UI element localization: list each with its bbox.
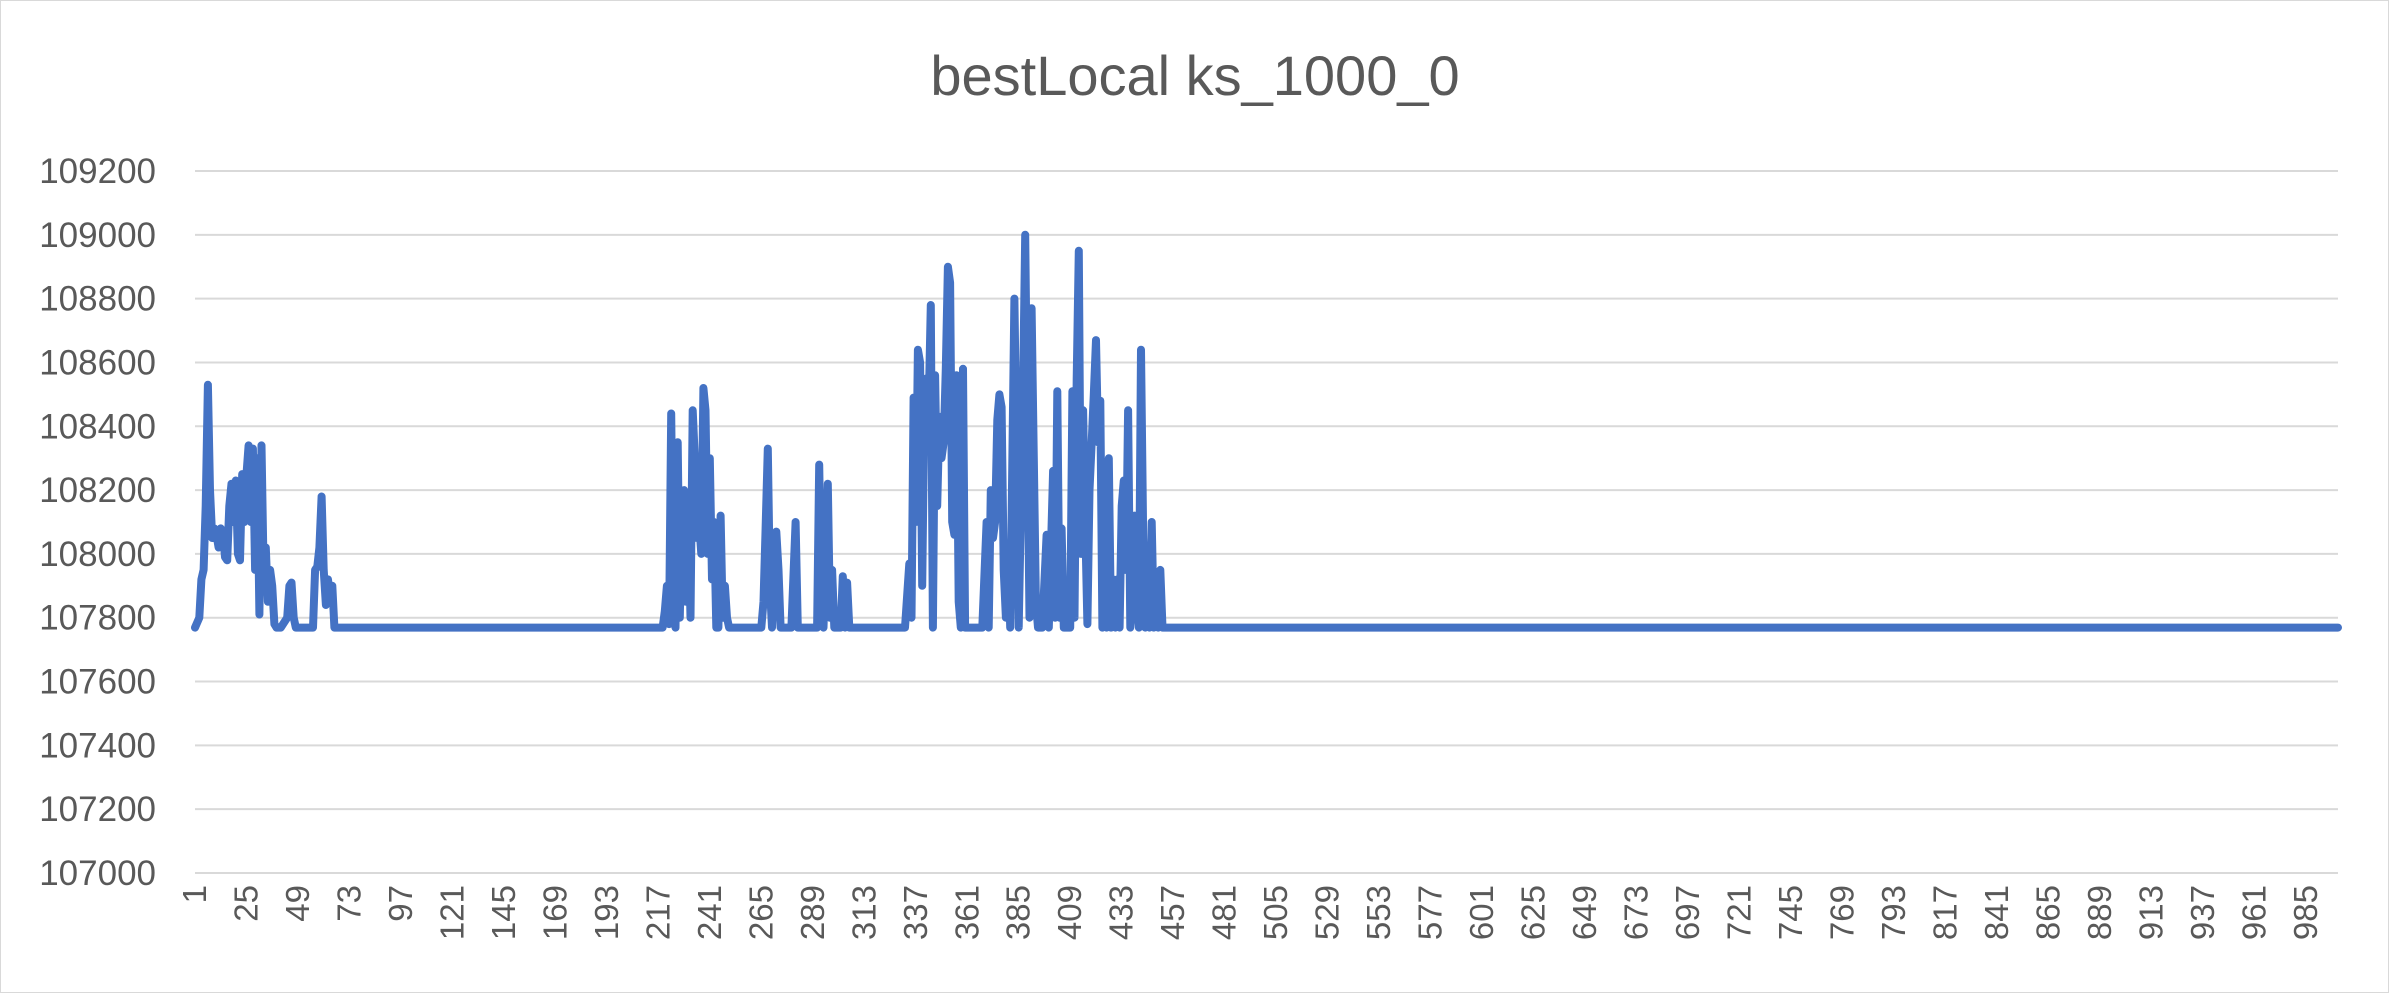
x-tick-label: 433 bbox=[1103, 885, 1140, 940]
x-tick-label: 625 bbox=[1515, 885, 1552, 940]
x-tick-label: 409 bbox=[1051, 885, 1088, 940]
x-tick-label: 721 bbox=[1721, 885, 1758, 940]
x-tick-label: 97 bbox=[382, 885, 419, 922]
chart-title: bestLocal ks_1000_0 bbox=[930, 44, 1459, 107]
x-tick-label: 217 bbox=[639, 885, 676, 940]
gridlines bbox=[195, 170, 2338, 874]
x-tick-label: 601 bbox=[1463, 885, 1500, 940]
x-tick-label: 73 bbox=[330, 885, 367, 922]
x-tick-label: 529 bbox=[1309, 885, 1346, 940]
x-tick-label: 457 bbox=[1154, 885, 1191, 940]
x-tick-label: 25 bbox=[227, 885, 264, 922]
x-tick-label: 505 bbox=[1257, 885, 1294, 940]
series-line bbox=[191, 230, 2342, 632]
x-tick-label: 361 bbox=[948, 885, 985, 940]
y-tick-label: 108600 bbox=[39, 343, 156, 382]
x-tick-label: 553 bbox=[1360, 885, 1397, 940]
x-tick-label: 889 bbox=[2081, 885, 2118, 940]
x-tick-label: 649 bbox=[1566, 885, 1603, 940]
x-tick-label: 697 bbox=[1669, 885, 1706, 940]
x-tick-label: 49 bbox=[279, 885, 316, 922]
series-group bbox=[191, 230, 2342, 632]
x-tick-label: 985 bbox=[2287, 885, 2324, 940]
x-tick-label: 961 bbox=[2235, 885, 2272, 940]
x-tick-label: 145 bbox=[485, 885, 522, 940]
x-tick-label: 313 bbox=[845, 885, 882, 940]
y-tick-label: 107000 bbox=[39, 854, 156, 893]
x-tick-label: 121 bbox=[433, 885, 470, 940]
x-tick-label: 169 bbox=[536, 885, 573, 940]
y-tick-label: 108000 bbox=[39, 535, 156, 574]
x-tick-label: 865 bbox=[2029, 885, 2066, 940]
x-tick-label: 793 bbox=[1875, 885, 1912, 940]
x-tick-label: 481 bbox=[1206, 885, 1243, 940]
x-tick-label: 193 bbox=[588, 885, 625, 940]
x-tick-label: 1 bbox=[176, 885, 213, 903]
y-tick-label: 108800 bbox=[39, 280, 156, 319]
y-tick-label: 109200 bbox=[39, 152, 156, 191]
x-tick-label: 937 bbox=[2184, 885, 2221, 940]
y-tick-label: 107400 bbox=[39, 726, 156, 765]
x-tick-label: 241 bbox=[691, 885, 728, 940]
y-tick-label: 107800 bbox=[39, 599, 156, 638]
x-tick-label: 385 bbox=[1000, 885, 1037, 940]
x-tick-label: 769 bbox=[1823, 885, 1860, 940]
y-tick-label: 107200 bbox=[39, 790, 156, 829]
y-tick-label: 107600 bbox=[39, 663, 156, 702]
y-axis-ticks: 107000 107200 107400 107600 107800 108000 1082… bbox=[39, 152, 156, 893]
x-tick-label: 913 bbox=[2132, 885, 2169, 940]
y-tick-label: 108400 bbox=[39, 407, 156, 446]
y-tick-label: 109000 bbox=[39, 216, 156, 255]
x-tick-label: 337 bbox=[897, 885, 934, 940]
x-tick-label: 577 bbox=[1412, 885, 1449, 940]
y-tick-label: 108200 bbox=[39, 471, 156, 510]
x-tick-label: 745 bbox=[1772, 885, 1809, 940]
x-tick-label: 817 bbox=[1926, 885, 1963, 940]
x-tick-label: 289 bbox=[794, 885, 831, 940]
x-tick-label: 673 bbox=[1618, 885, 1655, 940]
x-axis-ticks: 1 25 49 73 97 121 145 169 193 217 241 265 289 313 337 3… bbox=[176, 885, 2324, 940]
x-tick-label: 265 bbox=[742, 885, 779, 940]
x-tick-label: 841 bbox=[1978, 885, 2015, 940]
